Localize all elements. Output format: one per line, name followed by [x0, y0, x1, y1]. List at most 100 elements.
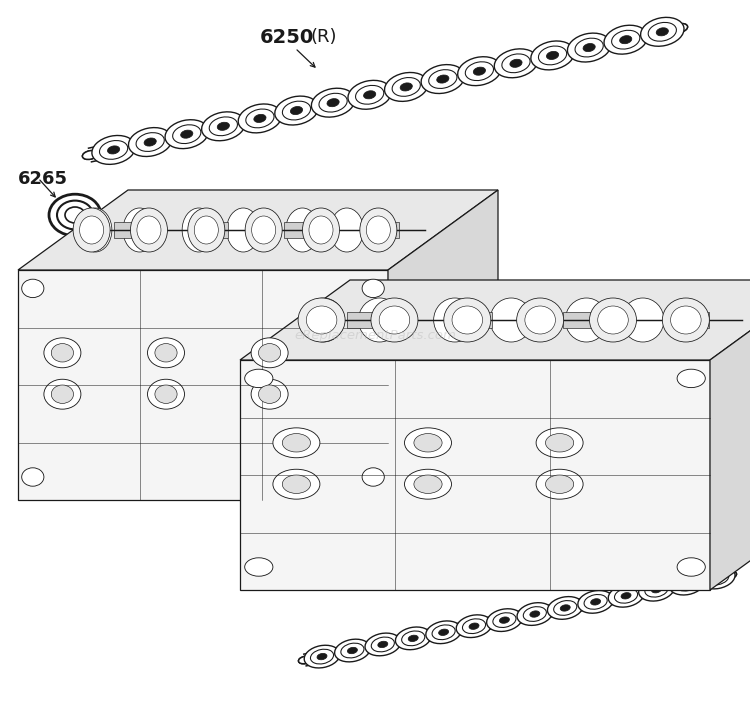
Text: (R): (R) [310, 28, 337, 46]
Ellipse shape [22, 279, 44, 297]
Ellipse shape [378, 641, 388, 648]
Ellipse shape [673, 24, 688, 32]
Ellipse shape [259, 344, 280, 362]
Ellipse shape [724, 571, 736, 579]
Ellipse shape [311, 88, 355, 117]
Ellipse shape [502, 54, 530, 73]
Ellipse shape [463, 619, 485, 634]
Ellipse shape [414, 475, 442, 493]
Ellipse shape [404, 428, 451, 458]
Ellipse shape [590, 298, 637, 342]
Ellipse shape [408, 635, 419, 642]
Text: 6250: 6250 [260, 28, 314, 47]
Ellipse shape [65, 207, 85, 223]
Ellipse shape [251, 216, 276, 244]
Ellipse shape [548, 596, 583, 619]
Ellipse shape [682, 580, 692, 587]
Polygon shape [114, 222, 143, 238]
Ellipse shape [128, 128, 172, 157]
Ellipse shape [148, 338, 184, 367]
Ellipse shape [340, 643, 364, 658]
Ellipse shape [598, 306, 628, 334]
Ellipse shape [290, 107, 302, 115]
Ellipse shape [362, 468, 384, 486]
Ellipse shape [670, 306, 701, 334]
Ellipse shape [530, 611, 540, 617]
Ellipse shape [525, 306, 556, 334]
Ellipse shape [536, 428, 583, 458]
Polygon shape [369, 222, 398, 238]
Ellipse shape [298, 298, 345, 342]
Ellipse shape [575, 38, 603, 57]
Polygon shape [454, 312, 493, 328]
Ellipse shape [421, 64, 464, 94]
Polygon shape [240, 280, 750, 360]
Ellipse shape [584, 594, 608, 609]
Polygon shape [18, 190, 498, 270]
Ellipse shape [583, 43, 596, 51]
Ellipse shape [656, 27, 668, 36]
Ellipse shape [456, 615, 492, 638]
Ellipse shape [531, 41, 574, 70]
Ellipse shape [123, 208, 156, 252]
Ellipse shape [545, 434, 574, 452]
Ellipse shape [614, 588, 638, 603]
Ellipse shape [82, 151, 98, 160]
Ellipse shape [309, 216, 333, 244]
Ellipse shape [554, 601, 577, 615]
Ellipse shape [433, 298, 476, 342]
Ellipse shape [566, 298, 608, 342]
Ellipse shape [545, 475, 574, 493]
Ellipse shape [302, 208, 340, 252]
Ellipse shape [677, 369, 705, 388]
Ellipse shape [494, 49, 538, 78]
Ellipse shape [510, 59, 522, 67]
Ellipse shape [348, 80, 392, 109]
Ellipse shape [182, 208, 215, 252]
Ellipse shape [136, 133, 164, 152]
Ellipse shape [202, 112, 245, 141]
Ellipse shape [283, 101, 310, 120]
Ellipse shape [22, 468, 44, 486]
Ellipse shape [414, 434, 442, 452]
Polygon shape [284, 222, 314, 238]
Ellipse shape [194, 216, 218, 244]
Ellipse shape [251, 379, 288, 409]
Ellipse shape [622, 298, 664, 342]
Ellipse shape [51, 385, 74, 404]
Ellipse shape [392, 77, 420, 96]
Ellipse shape [568, 33, 610, 62]
Ellipse shape [298, 656, 311, 664]
Ellipse shape [385, 72, 428, 101]
Ellipse shape [362, 279, 384, 297]
Ellipse shape [356, 85, 384, 104]
Ellipse shape [669, 573, 705, 595]
Ellipse shape [254, 114, 266, 123]
Ellipse shape [673, 24, 688, 32]
Ellipse shape [426, 621, 461, 643]
Ellipse shape [578, 591, 614, 613]
Ellipse shape [51, 344, 74, 362]
Ellipse shape [238, 104, 282, 133]
Ellipse shape [274, 96, 318, 125]
Ellipse shape [604, 25, 647, 54]
Ellipse shape [137, 216, 161, 244]
Ellipse shape [44, 338, 81, 367]
Ellipse shape [310, 649, 334, 664]
Ellipse shape [165, 120, 209, 149]
Ellipse shape [246, 109, 274, 128]
Ellipse shape [444, 298, 491, 342]
Text: 6265: 6265 [18, 170, 68, 188]
Ellipse shape [73, 208, 110, 252]
Ellipse shape [360, 208, 397, 252]
Text: eReplacementParts.com: eReplacementParts.com [294, 329, 456, 342]
Ellipse shape [302, 298, 344, 342]
Ellipse shape [282, 434, 310, 452]
Ellipse shape [469, 623, 479, 630]
Ellipse shape [347, 648, 358, 653]
Ellipse shape [365, 633, 400, 656]
Ellipse shape [181, 130, 193, 138]
Text: (L): (L) [540, 530, 564, 548]
Ellipse shape [334, 639, 370, 662]
Ellipse shape [155, 344, 177, 362]
